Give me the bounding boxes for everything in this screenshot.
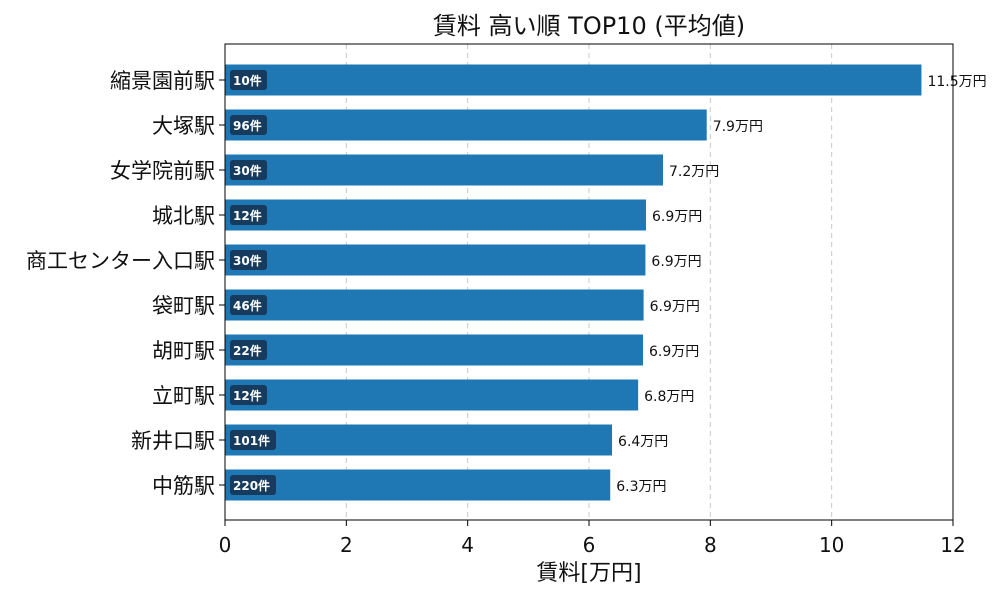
x-tick-label: 12 (940, 533, 965, 557)
y-tick-label: 大塚駅 (152, 114, 215, 138)
bars: 10件 11.5万円 96件 7.9万円 30件 7.2万円 12件 6.9万円 30件 6.9万… (225, 64, 987, 501)
count-label: 12件 (233, 388, 262, 403)
value-label: 6.3万円 (616, 479, 666, 495)
bar (225, 109, 707, 141)
bar (225, 289, 644, 321)
x-axis-label: 賃料[万円] (536, 561, 641, 586)
value-label: 6.9万円 (652, 209, 702, 225)
value-label: 11.5万円 (927, 74, 986, 90)
x-tick-label: 8 (704, 533, 717, 557)
count-badge (230, 385, 267, 405)
bar (225, 424, 613, 456)
count-label: 30件 (233, 253, 262, 268)
value-label: 7.2万円 (669, 164, 719, 180)
bar (225, 64, 922, 96)
y-tick-label: 商工センター入口駅 (26, 249, 215, 273)
x-tick-label: 4 (461, 533, 474, 557)
value-label: 6.9万円 (651, 254, 701, 270)
y-tick-label: 城北駅 (152, 204, 215, 228)
count-badge (230, 475, 276, 495)
value-label: 6.9万円 (650, 299, 700, 315)
count-badge (230, 250, 267, 270)
count-badge (230, 205, 267, 225)
y-tick-label: 縮景園前駅 (110, 69, 215, 93)
count-badge (230, 160, 267, 180)
count-label: 101件 (233, 433, 270, 448)
x-tick-label: 0 (219, 533, 232, 557)
bar (225, 244, 646, 276)
count-badge (230, 340, 267, 360)
count-badge (230, 70, 267, 90)
bar (225, 469, 611, 501)
value-label: 6.9万円 (649, 344, 699, 360)
chart-title: 賃料 高い順 TOP10 (平均値) (433, 12, 745, 40)
y-tick-label: 中筋駅 (152, 474, 215, 498)
count-label: 96件 (233, 118, 262, 133)
x-axis: 0 2 4 6 8 10 12 (219, 520, 966, 557)
y-tick-label: 女学院前駅 (110, 159, 215, 183)
count-label: 46件 (233, 298, 262, 313)
value-label: 6.8万円 (644, 389, 694, 405)
value-label: 7.9万円 (713, 119, 763, 135)
count-badge (230, 430, 276, 450)
x-tick-label: 6 (583, 533, 596, 557)
count-label: 12件 (233, 208, 262, 223)
bar (225, 154, 664, 186)
value-label: 6.4万円 (618, 434, 668, 450)
y-axis: 縮景園前駅大塚駅女学院前駅城北駅商工センター入口駅袋町駅胡町駅立町駅新井口駅中筋… (26, 69, 225, 498)
count-badge (230, 295, 267, 315)
y-tick-label: 袋町駅 (152, 294, 215, 318)
x-tick-label: 10 (819, 533, 844, 557)
count-label: 10件 (233, 73, 262, 88)
bar (225, 379, 639, 411)
bar (225, 334, 643, 366)
y-tick-label: 立町駅 (152, 384, 215, 408)
x-tick-label: 2 (340, 533, 353, 557)
count-label: 220件 (233, 478, 270, 493)
count-label: 30件 (233, 163, 262, 178)
count-badge (230, 115, 267, 135)
y-tick-label: 新井口駅 (131, 429, 215, 453)
count-label: 22件 (233, 343, 262, 358)
bar (225, 199, 647, 231)
y-tick-label: 胡町駅 (152, 339, 215, 363)
